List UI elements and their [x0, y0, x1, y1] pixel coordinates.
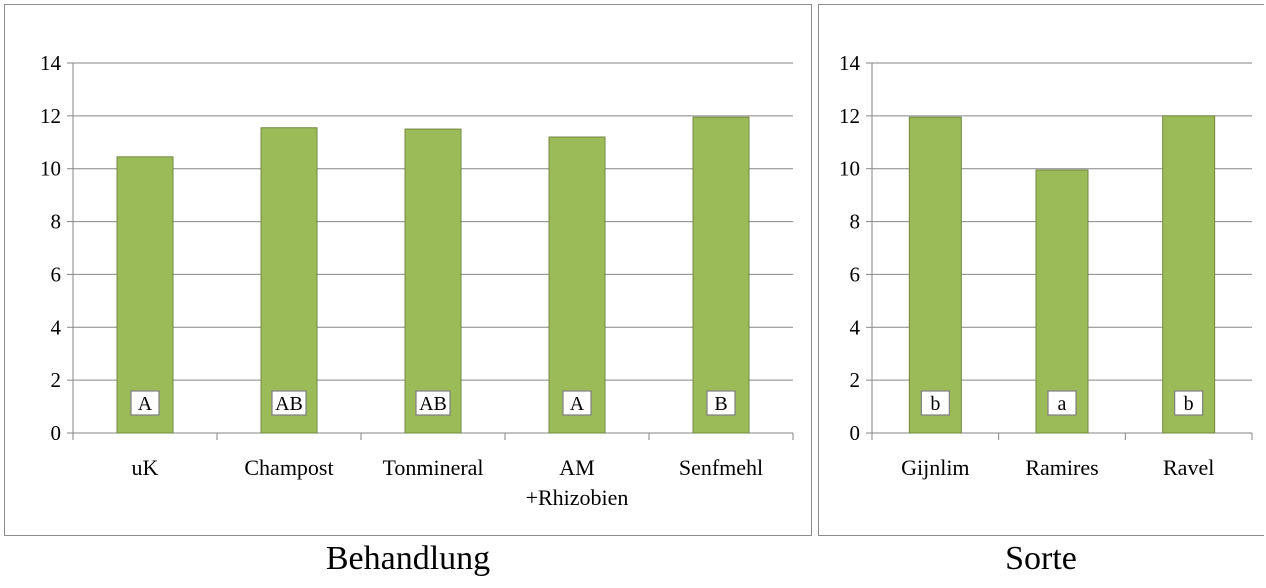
bar-annotation: a — [1058, 393, 1067, 415]
y-tick-label: 4 — [51, 315, 62, 339]
bar — [548, 136, 606, 434]
bar — [116, 156, 174, 434]
y-tick-label: 12 — [40, 104, 61, 128]
bar — [260, 127, 318, 434]
y-tick-label: 10 — [40, 157, 61, 181]
bar-annotation: b — [930, 393, 940, 415]
x-tick-label: Ramires — [1025, 455, 1098, 480]
y-tick-label: 0 — [51, 421, 62, 445]
bar-annotation: A — [570, 393, 585, 415]
bar-annotation-box — [130, 390, 160, 416]
bar — [404, 128, 462, 434]
chart-behandlung: 0 2 4 6 8 10 12 14 AuK AB Champost AB Tonmineral A AM +… — [40, 51, 794, 510]
chart-title-sorte: Sorte — [1005, 540, 1077, 577]
y-tick-label: 2 — [51, 368, 62, 392]
bar — [692, 116, 750, 434]
x-tick-label: AM — [559, 455, 594, 480]
x-tick-label: Gijnlim — [901, 455, 969, 480]
y-tick-label: 8 — [51, 210, 62, 234]
bar-annotation: AB — [419, 393, 447, 415]
bar-annotation-box — [1174, 390, 1204, 416]
y-tick-label: 2 — [850, 368, 861, 392]
x-tick-label: Tonmineral — [382, 455, 483, 480]
bar-annotation-box — [562, 390, 592, 416]
bar-annotation-box — [271, 390, 307, 416]
x-tick-label: +Rhizobien — [526, 485, 629, 510]
chart-panel-sorte: 0 2 4 6 8 10 12 14 b Gijnlim a Ramires b Ravel — [818, 4, 1264, 536]
bar — [1035, 169, 1089, 434]
bar-annotation-box — [415, 390, 451, 416]
y-tick-label: 12 — [839, 104, 860, 128]
chart-sorte: 0 2 4 6 8 10 12 14 b Gijnlim a Ramires b Ravel — [839, 51, 1253, 480]
x-tick-label: Champost — [244, 455, 333, 480]
bar — [1162, 115, 1216, 434]
y-tick-label: 8 — [850, 210, 861, 234]
chart-title-behandlung: Behandlung — [325, 540, 491, 577]
bar — [908, 116, 962, 434]
bar-annotation-box — [706, 390, 736, 416]
y-tick-label: 0 — [850, 421, 861, 445]
y-tick-label: 14 — [839, 51, 861, 75]
bar-annotation: b — [1184, 393, 1194, 415]
x-tick-label: Ravel — [1163, 455, 1214, 480]
x-tick-label: Senfmehl — [679, 455, 763, 480]
x-tick-label: uK — [132, 455, 159, 480]
bar-annotation: A — [138, 393, 153, 415]
bar-annotation: AB — [275, 393, 303, 415]
y-tick-label: 6 — [51, 262, 62, 286]
y-tick-label: 14 — [40, 51, 62, 75]
bar-annotation-box — [1047, 390, 1077, 416]
y-tick-label: 6 — [850, 262, 861, 286]
y-tick-label: 10 — [839, 157, 860, 181]
bar-annotation-box — [920, 390, 950, 416]
bar-annotation: B — [714, 393, 727, 415]
y-tick-label: 4 — [850, 315, 861, 339]
